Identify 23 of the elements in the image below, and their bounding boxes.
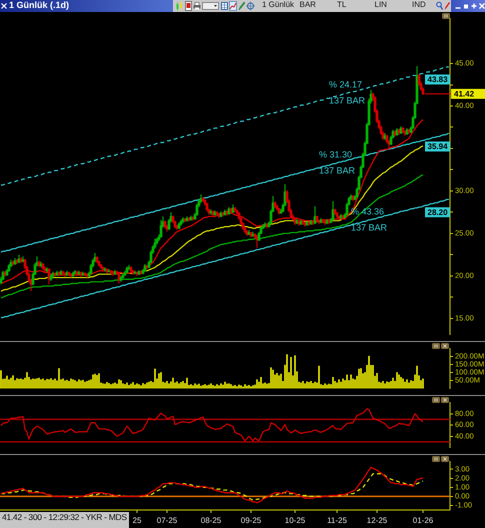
x-tick-label: 11-25 — [327, 516, 348, 526]
x-tick-label: 09-25 — [240, 516, 262, 526]
text: TL — [337, 0, 346, 11]
x-tick-label: 25 — [132, 516, 142, 526]
x-tick-label: 07-25 — [156, 516, 178, 526]
text: BAR — [300, 0, 316, 11]
x-tick-label: 12-25 — [366, 516, 388, 526]
series-label: % 31.30 137 BAR — [318, 149, 356, 176]
data-label: 35.94 — [428, 142, 448, 152]
series-label: % 24.17 137 BAR — [328, 80, 366, 106]
text: IND — [412, 0, 426, 11]
line-series — [0, 66, 450, 186]
text: 1 Günlük — [262, 0, 294, 11]
x-tick-label: 01-26 — [412, 516, 434, 526]
text: LIN — [374, 0, 387, 11]
x-tick-label: 10-25 — [284, 516, 306, 526]
x-tick-label: 08-25 — [200, 516, 222, 526]
line-series — [0, 473, 424, 501]
text: 41.42 - 300 - 12:29:32 - YKR - MDS — [0, 512, 129, 528]
text: 41.42 — [454, 90, 474, 99]
data-label: 43.83 — [428, 75, 448, 84]
chart-title: 1 Günlük (.1d) — [9, 0, 70, 12]
data-label: 28.20 — [428, 208, 448, 217]
